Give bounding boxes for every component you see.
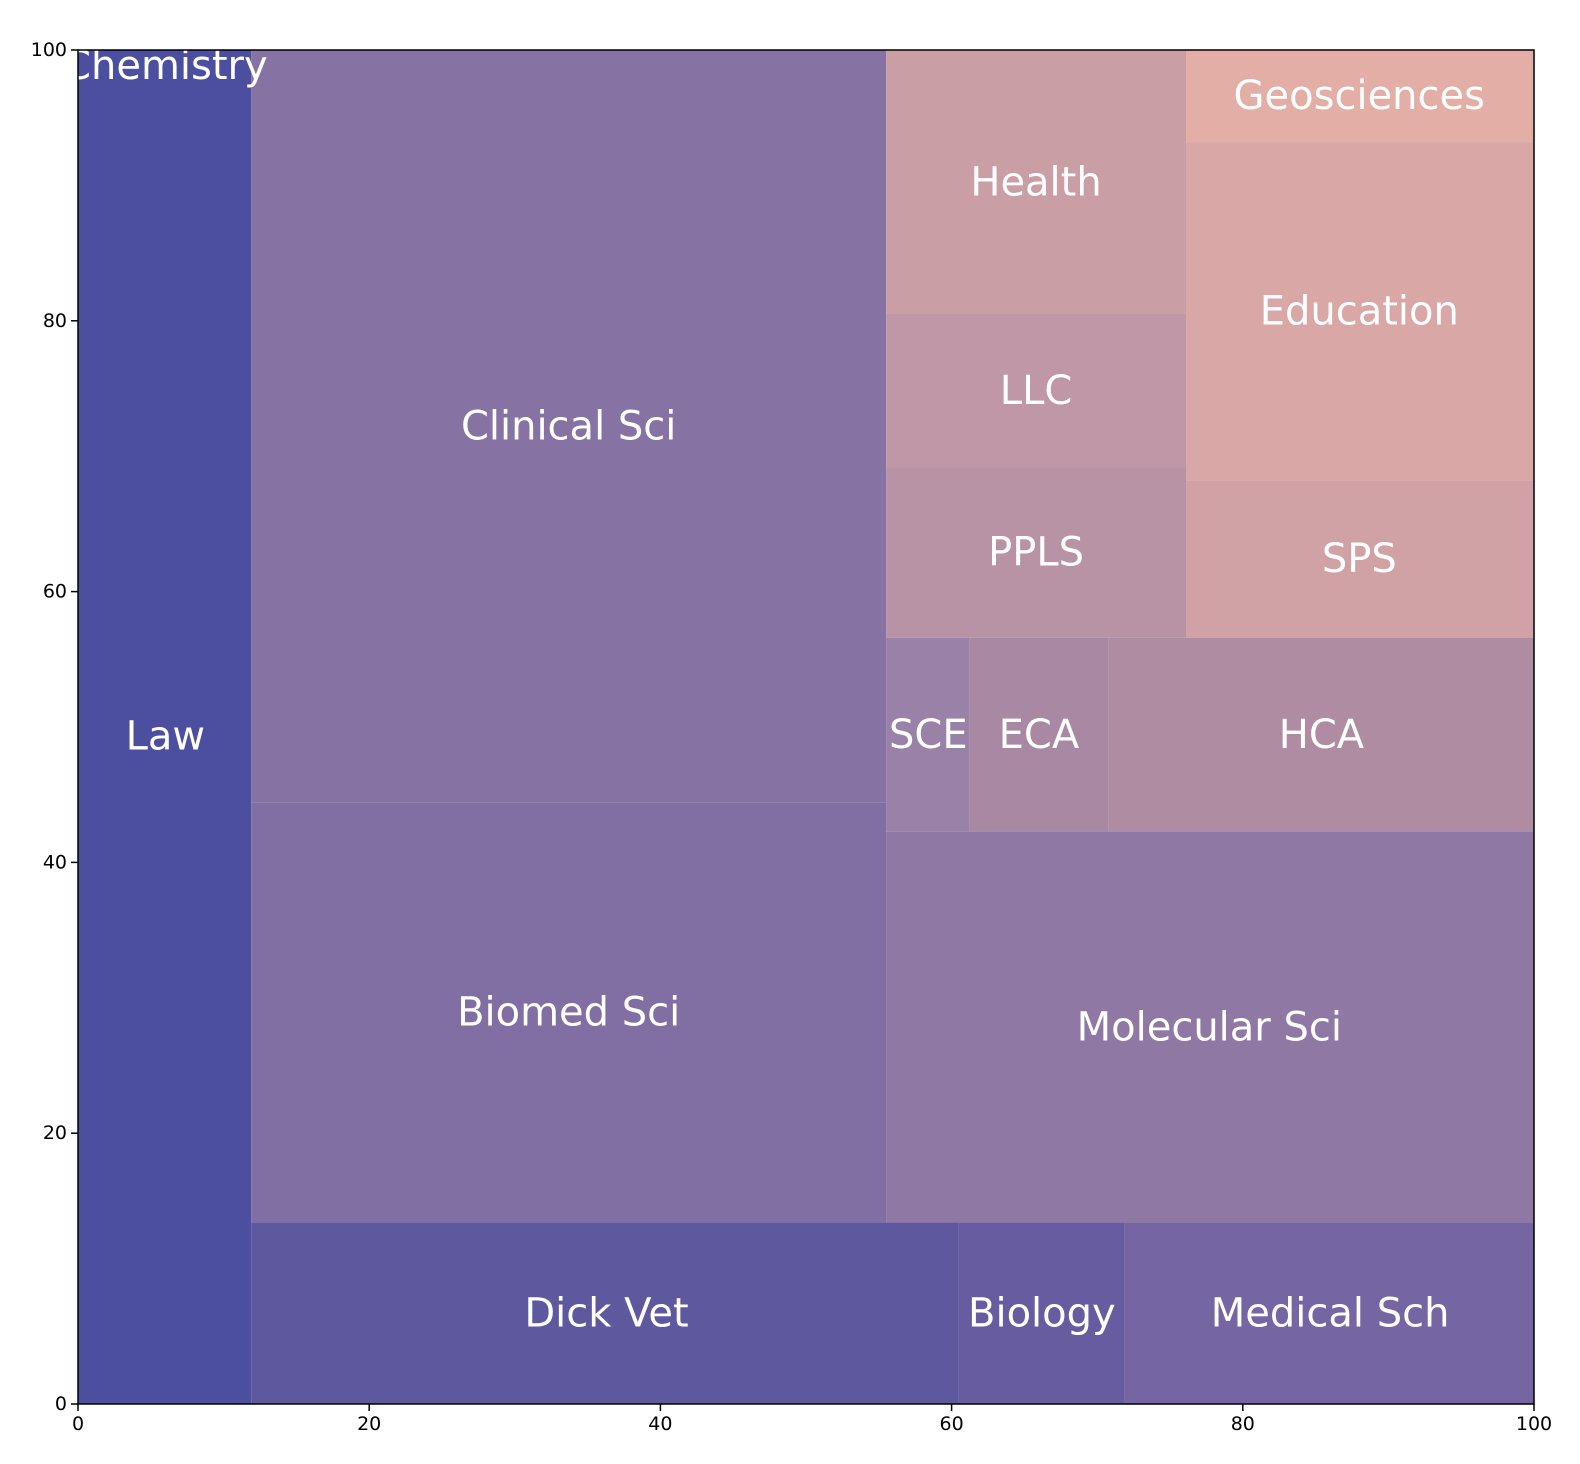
x-tick-label: 80: [1231, 1413, 1255, 1435]
cell-label-biomed-sci: Biomed Sci: [457, 990, 680, 1036]
cell-dick-vet: [251, 1222, 959, 1404]
cell-label-medical-sch: Medical Sch: [1211, 1290, 1450, 1336]
cell-label-biology: Biology: [968, 1290, 1116, 1336]
cell-label-sps: SPS: [1322, 536, 1397, 582]
cell-label-law: Law: [126, 713, 206, 759]
cell-education: [1186, 142, 1534, 481]
cell-health: [886, 50, 1187, 315]
y-tick-label: 20: [43, 1122, 67, 1144]
cell-label-education: Education: [1260, 288, 1459, 334]
cell-label-molecular-sci: Molecular Sci: [1077, 1005, 1342, 1051]
cell-llc: [886, 314, 1187, 468]
cell-biomed-sci: [251, 802, 887, 1223]
x-tick-label: 20: [357, 1413, 381, 1435]
cell-medical-sch: [1124, 1222, 1534, 1404]
cell-label-sce: SCE: [889, 712, 968, 758]
cell-label-eca: ECA: [999, 712, 1080, 758]
cells-layer: [78, 50, 1534, 1404]
cell-label-geosciences: Geosciences: [1234, 73, 1485, 119]
cell-label-health: Health: [970, 160, 1101, 206]
x-tick-label: 100: [1516, 1413, 1552, 1435]
cell-label-llc: LLC: [1000, 368, 1073, 414]
cell-label-hca: HCA: [1279, 712, 1365, 758]
y-tick-label: 100: [31, 39, 67, 61]
cell-clinical-sci: [251, 50, 887, 803]
y-tick-label: 80: [43, 310, 67, 332]
cell-molecular-sci: [886, 831, 1534, 1223]
axes-layer: 0 20 40 60 80 100 0 20 40 60 80 100: [31, 39, 1552, 1435]
x-tick-label: 40: [648, 1413, 672, 1435]
y-tick-label: 40: [43, 851, 67, 873]
cell-biology: [958, 1222, 1125, 1404]
plot-frame: [77, 49, 1535, 1405]
x-tick-label: 0: [72, 1413, 84, 1435]
x-tick-label: 60: [940, 1413, 964, 1435]
cell-eca: [969, 637, 1109, 832]
cell-label-chemistry: Chemistry: [63, 43, 268, 89]
y-tick-label: 0: [55, 1393, 67, 1415]
labels-layer: Chemistry Law Dick Vet Biology Medical Sch Bi…: [63, 43, 1485, 1336]
cell-label-clinical-sci: Clinical Sci: [461, 403, 676, 449]
cell-sce: [886, 637, 970, 832]
y-tick-label: 60: [43, 581, 67, 603]
cell-sps: [1186, 480, 1534, 638]
cell-hca: [1108, 637, 1534, 832]
cell-ppls: [886, 467, 1187, 638]
cell-chemistry: [78, 50, 252, 1404]
cell-geosciences: [1186, 50, 1534, 143]
cell-label-ppls: PPLS: [988, 529, 1084, 575]
cell-label-dick-vet: Dick Vet: [524, 1290, 688, 1336]
